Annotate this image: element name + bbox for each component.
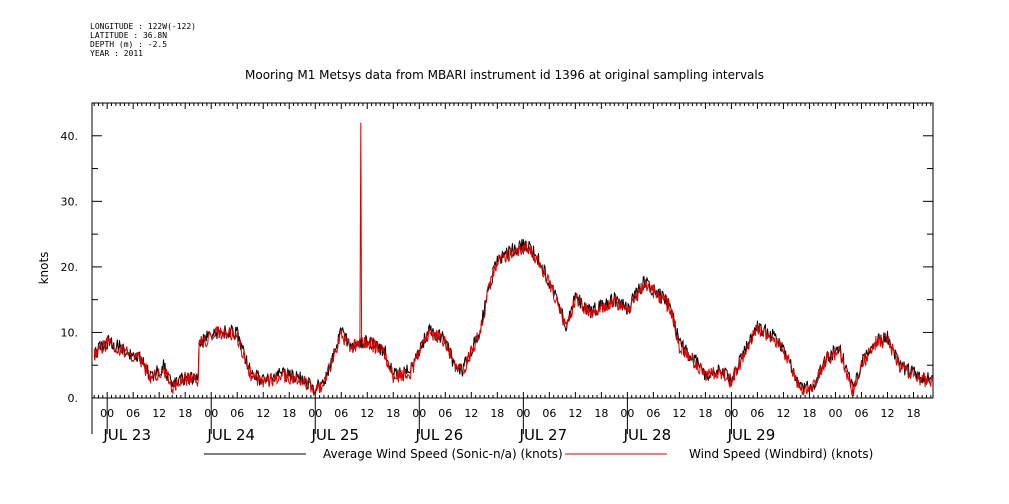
x-tick-label: 18 <box>594 407 608 420</box>
x-tick-label: 18 <box>178 407 192 420</box>
x-tick-label: 00 <box>828 407 842 420</box>
y-tick-label: 10. <box>61 326 79 339</box>
x-tick-label: 06 <box>750 407 764 420</box>
y-tick-label: 20. <box>61 261 79 274</box>
day-label: JUL 24 <box>206 426 255 444</box>
metadata-block: LONGITUDE : 122W(-122) LATITUDE : 36.8N … <box>90 22 196 58</box>
y-tick-label: 30. <box>61 195 79 208</box>
y-tick-label: 0. <box>68 392 79 405</box>
legend: Average Wind Speed (Sonic-n/a) (knots) W… <box>204 447 873 461</box>
x-tick-label: 06 <box>126 407 140 420</box>
x-tick-label: 12 <box>152 407 166 420</box>
day-label: JUL 28 <box>623 426 672 444</box>
x-tick-label: 18 <box>386 407 400 420</box>
x-tick-label: 12 <box>464 407 478 420</box>
legend-label-black: Average Wind Speed (Sonic-n/a) (knots) <box>323 447 563 461</box>
day-label: JUL 29 <box>727 426 776 444</box>
series-line-windbird-wind-speed <box>93 122 934 397</box>
legend-label-red: Wind Speed (Windbird) (knots) <box>689 447 873 461</box>
x-tick-label: 12 <box>880 407 894 420</box>
x-tick-label: 18 <box>906 407 920 420</box>
day-label: JUL 26 <box>415 426 464 444</box>
day-label: JUL 23 <box>102 426 151 444</box>
chart-title: Mooring M1 Metsys data from MBARI instru… <box>245 68 764 82</box>
x-tick-label: 06 <box>646 407 660 420</box>
x-tick-label: 12 <box>672 407 686 420</box>
series-layer <box>93 122 934 397</box>
y-axis-label: knots <box>37 252 51 285</box>
plot-frame <box>91 102 934 399</box>
x-tick-label: 18 <box>802 407 816 420</box>
x-tick-label: 12 <box>360 407 374 420</box>
x-tick-label: 18 <box>490 407 504 420</box>
plot-axes: 00 06 12 18 00 06 12 18 00 06 12 18 00 06 12 18 00 06 12 18… <box>61 102 934 444</box>
x-tick-label: 06 <box>230 407 244 420</box>
longitude-text: LONGITUDE : 122W(-122) <box>90 22 196 31</box>
x-tick-label: 12 <box>776 407 790 420</box>
year-text: YEAR : 2011 <box>90 49 143 58</box>
day-label: JUL 25 <box>310 426 359 444</box>
y-tick-label: 40. <box>61 130 79 143</box>
x-tick-label: 06 <box>334 407 348 420</box>
x-tick-label: 06 <box>854 407 868 420</box>
latitude-text: LATITUDE : 36.8N <box>90 31 168 40</box>
x-tick-label: 18 <box>698 407 712 420</box>
x-tick-label: 18 <box>282 407 296 420</box>
x-tick-label: 06 <box>438 407 452 420</box>
day-label: JUL 27 <box>519 426 568 444</box>
depth-text: DEPTH (m) : -2.5 <box>90 40 168 49</box>
x-tick-label: 06 <box>542 407 556 420</box>
x-tick-label: 12 <box>568 407 582 420</box>
x-tick-label: 12 <box>256 407 270 420</box>
series-line-average-wind-speed <box>93 239 934 395</box>
